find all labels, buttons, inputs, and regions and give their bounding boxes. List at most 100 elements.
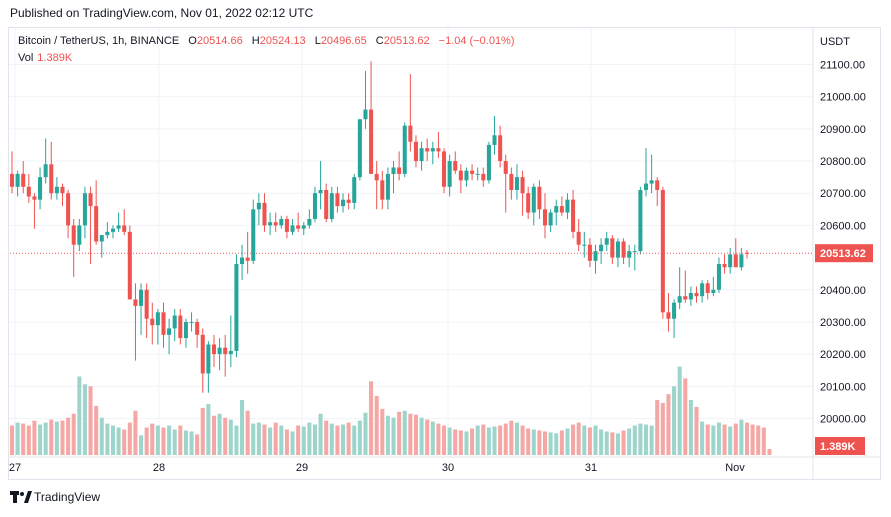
volume-bar <box>195 434 200 455</box>
volume-value: 1.389K <box>37 52 73 64</box>
candle <box>307 209 312 229</box>
candle-body <box>223 347 228 355</box>
volume-bar <box>470 428 475 455</box>
candle-body <box>655 180 660 191</box>
volume-bar <box>122 429 127 455</box>
volume-bar <box>284 429 289 455</box>
candle-body <box>66 193 71 226</box>
candle <box>273 212 278 232</box>
volume-bar <box>660 402 665 455</box>
candle-body <box>453 161 458 171</box>
candle <box>318 161 323 210</box>
candle-body <box>21 173 26 187</box>
candle <box>290 218 295 236</box>
candle-body <box>127 231 132 300</box>
volume-bar <box>537 430 542 455</box>
candle <box>481 167 486 187</box>
symbol-name: Bitcoin / TetherUS, 1h, BINANCE <box>18 35 180 47</box>
candle-body <box>705 283 710 293</box>
price-tick-label: 21000.00 <box>820 92 866 104</box>
candle <box>312 186 317 223</box>
candle <box>397 151 402 181</box>
candle <box>514 164 519 200</box>
candle <box>615 238 620 268</box>
candle <box>677 267 682 310</box>
volume-bar <box>363 412 368 455</box>
candle-body <box>599 244 604 252</box>
candle <box>352 173 357 210</box>
candle <box>26 173 31 203</box>
high-value: 20524.13 <box>259 35 306 47</box>
candle-body <box>397 167 402 174</box>
candle <box>604 231 609 252</box>
candle-body <box>15 173 20 187</box>
candle-body <box>211 344 217 355</box>
volume-bar <box>756 425 761 455</box>
candle <box>385 167 390 210</box>
candle-body <box>172 315 177 329</box>
candle-body <box>733 254 738 268</box>
volume-bar <box>733 423 738 455</box>
volume-bar <box>520 425 525 455</box>
volume-bar <box>750 424 755 455</box>
candle-body <box>206 344 211 374</box>
candle <box>430 141 435 165</box>
candle <box>436 132 441 158</box>
volume-bar <box>200 407 205 455</box>
candle-body <box>638 190 643 252</box>
volume-bar <box>273 422 278 455</box>
volume-bar <box>228 419 233 455</box>
time-tick-label: 31 <box>585 462 597 474</box>
candle-body <box>94 206 99 242</box>
candle <box>167 318 172 355</box>
volume-bar <box>627 428 632 455</box>
candle-body <box>71 225 76 245</box>
volume-bar <box>49 419 54 455</box>
candle-body <box>60 186 65 194</box>
candle <box>739 247 744 271</box>
volume-bar <box>593 425 598 455</box>
volume-bar <box>632 425 637 455</box>
candle <box>38 167 43 210</box>
volume-bar <box>144 427 149 455</box>
candle <box>335 186 340 213</box>
candle-body <box>335 193 340 207</box>
candle-body <box>470 170 475 174</box>
volume-bar <box>312 424 317 455</box>
candle-body <box>77 225 82 245</box>
price-tick-label: 20800.00 <box>820 156 866 168</box>
candle <box>324 183 329 223</box>
volume-bar <box>672 386 677 455</box>
symbol-legend: Bitcoin / TetherUS, 1h, BINANCE O20514.6… <box>18 35 515 47</box>
candle <box>683 270 688 303</box>
candle-body <box>509 173 514 191</box>
candle <box>144 283 149 339</box>
volume-bar <box>694 406 699 455</box>
price-tick-label: 20900.00 <box>820 124 866 136</box>
candle <box>380 170 385 210</box>
footer-brand[interactable]: TradingView <box>10 490 100 504</box>
candle <box>178 309 183 345</box>
volume-bar <box>643 424 649 455</box>
candle-body <box>150 318 155 326</box>
candle <box>71 218 76 277</box>
volume-bar <box>99 417 104 455</box>
time-tick-label: Nov <box>725 462 745 474</box>
candle-body <box>526 193 531 213</box>
candle <box>200 328 205 393</box>
candle <box>223 334 228 377</box>
candle-body <box>408 125 413 142</box>
candle-body <box>217 347 222 355</box>
volume-label: Vol <box>18 52 34 64</box>
volume-bar <box>301 426 306 455</box>
price-tick-label: 20700.00 <box>820 188 866 200</box>
volume-bar <box>442 425 447 455</box>
volume-bar <box>419 417 424 455</box>
candle <box>9 151 15 194</box>
candle-body <box>155 312 160 326</box>
candle-body <box>324 190 329 219</box>
candle <box>716 257 721 293</box>
candle-body <box>711 289 716 293</box>
candle <box>744 249 750 259</box>
